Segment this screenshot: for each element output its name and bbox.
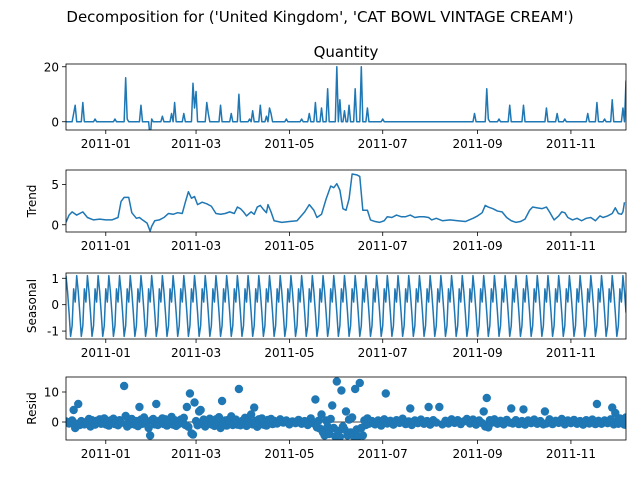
resid-point xyxy=(347,413,357,422)
resid-point xyxy=(326,414,335,424)
y-tick-label: 20 xyxy=(44,60,59,74)
x-tick-label: 2011-09 xyxy=(453,447,503,461)
plot-area xyxy=(66,274,626,338)
resid-point xyxy=(196,405,205,415)
series-line xyxy=(66,274,626,338)
resid-point xyxy=(116,418,126,428)
x-tick-label: 2011-03 xyxy=(171,137,221,151)
panel-3: Resid 0 10 2011-01 2011-03 2011-05 2011-07 2011… xyxy=(25,376,627,461)
resid-point xyxy=(355,378,364,388)
resid-point xyxy=(250,403,259,412)
resid-point xyxy=(332,377,342,386)
x-tick-label: 2011-09 xyxy=(453,239,503,253)
y-tick-label: 10 xyxy=(44,386,59,400)
figure-suptitle: Decomposition for ('United Kingdom', 'CA… xyxy=(66,8,573,26)
x-tick-label: 2011-11 xyxy=(546,239,596,253)
x-tick-label: 2011-03 xyxy=(171,346,221,360)
x-tick-label: 2011-01 xyxy=(81,239,131,253)
resid-point xyxy=(152,399,161,409)
resid-point xyxy=(519,405,528,414)
series-line xyxy=(66,66,626,130)
x-tick-label: 2011-03 xyxy=(171,239,221,253)
y-tick-label: -1 xyxy=(47,325,59,339)
x-tick-label: 2011-07 xyxy=(358,137,408,151)
panel-0: Quantity 0 20 2011-01 2011-03 2011-05 2011-07 2… xyxy=(44,43,627,151)
plot-area xyxy=(66,173,626,232)
resid-point xyxy=(358,431,368,440)
x-tick-label: 2011-01 xyxy=(81,346,131,360)
resid-point xyxy=(328,401,337,410)
x-tick-label: 2011-05 xyxy=(264,447,314,461)
x-tick-label: 2011-01 xyxy=(81,137,131,151)
resid-point xyxy=(246,410,256,419)
resid-point xyxy=(188,430,198,439)
x-tick-label: 2011-11 xyxy=(546,137,596,151)
axes-frame xyxy=(65,376,627,441)
resid-point xyxy=(179,413,189,422)
resid-point xyxy=(435,402,444,412)
plot-area xyxy=(66,377,626,440)
panel-2: Seasonal -1 0 1 2011-01 2011-03 2011-05 2011-07… xyxy=(25,272,627,360)
resid-point xyxy=(341,407,351,416)
resid-point xyxy=(424,402,433,412)
resid-point xyxy=(144,423,153,433)
resid-point xyxy=(190,398,199,407)
resid-point xyxy=(482,393,491,403)
y-tick-label: 0 xyxy=(51,298,59,312)
x-tick-label: 2011-07 xyxy=(358,239,408,253)
axes-frame xyxy=(65,63,627,131)
series-line xyxy=(66,173,626,232)
resid-point xyxy=(145,431,155,440)
resid-point xyxy=(119,381,129,391)
x-tick-label: 2011-09 xyxy=(453,137,503,151)
x-tick-label: 2011-05 xyxy=(264,239,314,253)
resid-point xyxy=(184,422,193,431)
resid-point xyxy=(185,389,195,398)
y-tick-label: 0 xyxy=(51,115,59,129)
y-tick-label: 1 xyxy=(51,272,59,286)
x-tick-label: 2011-03 xyxy=(171,447,221,461)
y-tick-label: 5 xyxy=(51,178,59,192)
panel-1: Trend 0 5 2011-01 2011-03 2011-05 2011-07 2011-… xyxy=(25,169,627,253)
resid-point xyxy=(479,407,488,416)
x-tick-label: 2011-05 xyxy=(264,137,314,151)
axes-frame xyxy=(65,272,627,340)
resid-point xyxy=(234,384,244,394)
resid-point xyxy=(381,389,390,398)
resid-point xyxy=(507,404,516,413)
resid-point xyxy=(337,386,346,395)
resid-point xyxy=(620,420,626,429)
x-tick-label: 2011-11 xyxy=(546,346,596,360)
y-tick-label: 0 xyxy=(51,218,59,232)
resid-point xyxy=(217,396,227,406)
y-axis-label: Resid xyxy=(25,392,39,424)
x-tick-label: 2011-05 xyxy=(264,346,314,360)
resid-point xyxy=(540,407,550,416)
x-tick-label: 2011-01 xyxy=(81,447,131,461)
resid-point xyxy=(592,399,602,409)
resid-point xyxy=(406,404,415,413)
y-axis-label: Trend xyxy=(25,185,39,219)
x-tick-label: 2011-09 xyxy=(453,346,503,360)
x-tick-label: 2011-07 xyxy=(358,447,408,461)
resid-point xyxy=(314,416,323,425)
resid-point xyxy=(311,395,320,404)
y-tick-label: 0 xyxy=(51,416,59,430)
resid-point xyxy=(621,413,626,422)
resid-point xyxy=(317,410,326,419)
panel-title: Quantity xyxy=(314,43,379,61)
resid-point xyxy=(335,432,345,440)
resid-point xyxy=(74,399,83,409)
resid-point xyxy=(69,405,78,415)
x-tick-label: 2011-07 xyxy=(358,346,408,360)
y-axis-label: Seasonal xyxy=(25,279,39,333)
resid-point xyxy=(135,402,144,412)
axes-frame xyxy=(65,169,627,233)
plot-area xyxy=(66,66,626,130)
resid-point xyxy=(350,384,360,394)
resid-point xyxy=(182,402,192,412)
x-tick-label: 2011-11 xyxy=(546,447,596,461)
